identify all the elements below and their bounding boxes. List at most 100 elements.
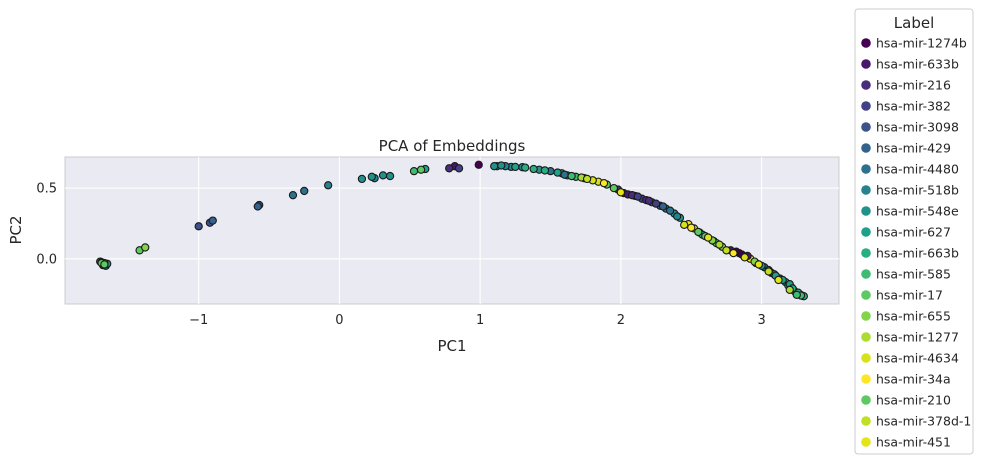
legend-marker (861, 206, 871, 216)
x-tick-label: −1 (189, 313, 208, 328)
data-point (703, 233, 713, 242)
data-point (774, 275, 783, 285)
data-point (740, 253, 749, 262)
data-point (367, 172, 376, 181)
data-point (521, 163, 530, 172)
data-point (729, 248, 738, 258)
data-point (560, 170, 569, 179)
data-point (616, 188, 626, 197)
legend-label: hsa-mir-34a (876, 371, 951, 386)
legend-marker (861, 185, 871, 195)
data-point (764, 267, 773, 276)
legend-label: hsa-mir-627 (876, 224, 951, 239)
data-point (454, 164, 464, 173)
data-point (644, 196, 654, 205)
legend-marker (861, 122, 871, 132)
x-tick-label: 2 (617, 313, 625, 328)
data-point (300, 186, 309, 196)
y-axis-label: PC2 (7, 215, 25, 244)
x-tick-label: 3 (757, 313, 765, 328)
legend: Label hsa-mir-1274b hsa-mir-633b hsa-mir-2… (854, 8, 974, 455)
data-point (288, 191, 298, 200)
data-point (208, 216, 217, 225)
data-point (409, 166, 419, 176)
legend-label: hsa-mir-633b (876, 56, 959, 71)
legend-label: hsa-mir-548e (876, 203, 959, 218)
data-point (378, 171, 388, 180)
legend-label: hsa-mir-585 (876, 266, 951, 281)
legend-label: hsa-mir-4634 (876, 350, 959, 365)
legend-marker (861, 227, 871, 237)
x-tick-label: 1 (476, 313, 484, 328)
legend-label: hsa-mir-382 (876, 98, 951, 113)
data-point (511, 162, 520, 172)
data-point (658, 202, 668, 211)
x-axis-label: PC1 (437, 337, 466, 355)
data-point (722, 246, 731, 255)
legend-marker (861, 269, 871, 279)
legend-marker (861, 332, 871, 342)
legend-marker (861, 143, 871, 153)
data-point (651, 199, 661, 208)
data-point (445, 164, 454, 173)
legend-frame (854, 8, 974, 455)
data-point (687, 223, 696, 232)
data-point (385, 171, 395, 181)
data-point (567, 171, 576, 181)
legend-items: hsa-mir-1274b hsa-mir-633b hsa-mir-216 hsa-… (861, 35, 971, 449)
data-point (582, 174, 592, 184)
data-point (754, 260, 763, 269)
y-tick-label: 0.0 (36, 252, 57, 267)
legend-label: hsa-mir-429 (876, 140, 951, 155)
legend-title: Label (894, 14, 934, 32)
data-point (357, 174, 367, 184)
plot-area (64, 156, 840, 305)
legend-marker (861, 353, 871, 363)
legend-label: hsa-mir-17 (876, 287, 943, 302)
data-point (785, 285, 794, 295)
legend-marker (861, 374, 871, 384)
data-point (497, 161, 506, 170)
data-point (665, 206, 675, 215)
data-point (599, 178, 609, 188)
legend-label: hsa-mir-4480 (876, 161, 959, 176)
data-point (100, 260, 109, 269)
legend-label: hsa-mir-663b (876, 245, 959, 260)
legend-label: hsa-mir-518b (876, 182, 959, 197)
data-point (694, 227, 703, 237)
legend-label: hsa-mir-378d-1 (876, 413, 971, 428)
legend-label: hsa-mir-1277 (876, 329, 959, 344)
data-point (792, 290, 801, 299)
legend-label: hsa-mir-1274b (876, 35, 967, 50)
legend-label: hsa-mir-210 (876, 392, 951, 407)
data-point (673, 212, 682, 221)
chart-title: PCA of Embeddings (379, 137, 526, 155)
legend-marker (861, 416, 871, 426)
tick-labels: −1 0 1 2 3 0.0 0.5 (36, 182, 765, 328)
scatter-points (96, 160, 808, 301)
grid-lines (65, 157, 839, 304)
legend-marker (861, 101, 871, 111)
data-point (715, 240, 724, 249)
legend-marker (861, 395, 871, 405)
y-tick-label: 0.5 (36, 182, 57, 197)
data-point (253, 202, 262, 211)
legend-marker (861, 437, 871, 447)
data-point (633, 192, 642, 201)
data-point (540, 166, 550, 175)
data-point (609, 183, 618, 193)
data-point (490, 162, 499, 171)
legend-label: hsa-mir-655 (876, 308, 951, 323)
legend-marker (861, 80, 871, 90)
legend-marker (861, 311, 871, 321)
data-point (324, 181, 333, 190)
x-tick-label: 0 (335, 313, 343, 328)
legend-marker (861, 290, 871, 300)
legend-label: hsa-mir-451 (876, 434, 951, 449)
legend-marker (861, 248, 871, 258)
legend-marker (861, 38, 871, 48)
legend-label: hsa-mir-216 (876, 77, 951, 92)
data-point (141, 243, 150, 252)
data-point (529, 164, 538, 174)
